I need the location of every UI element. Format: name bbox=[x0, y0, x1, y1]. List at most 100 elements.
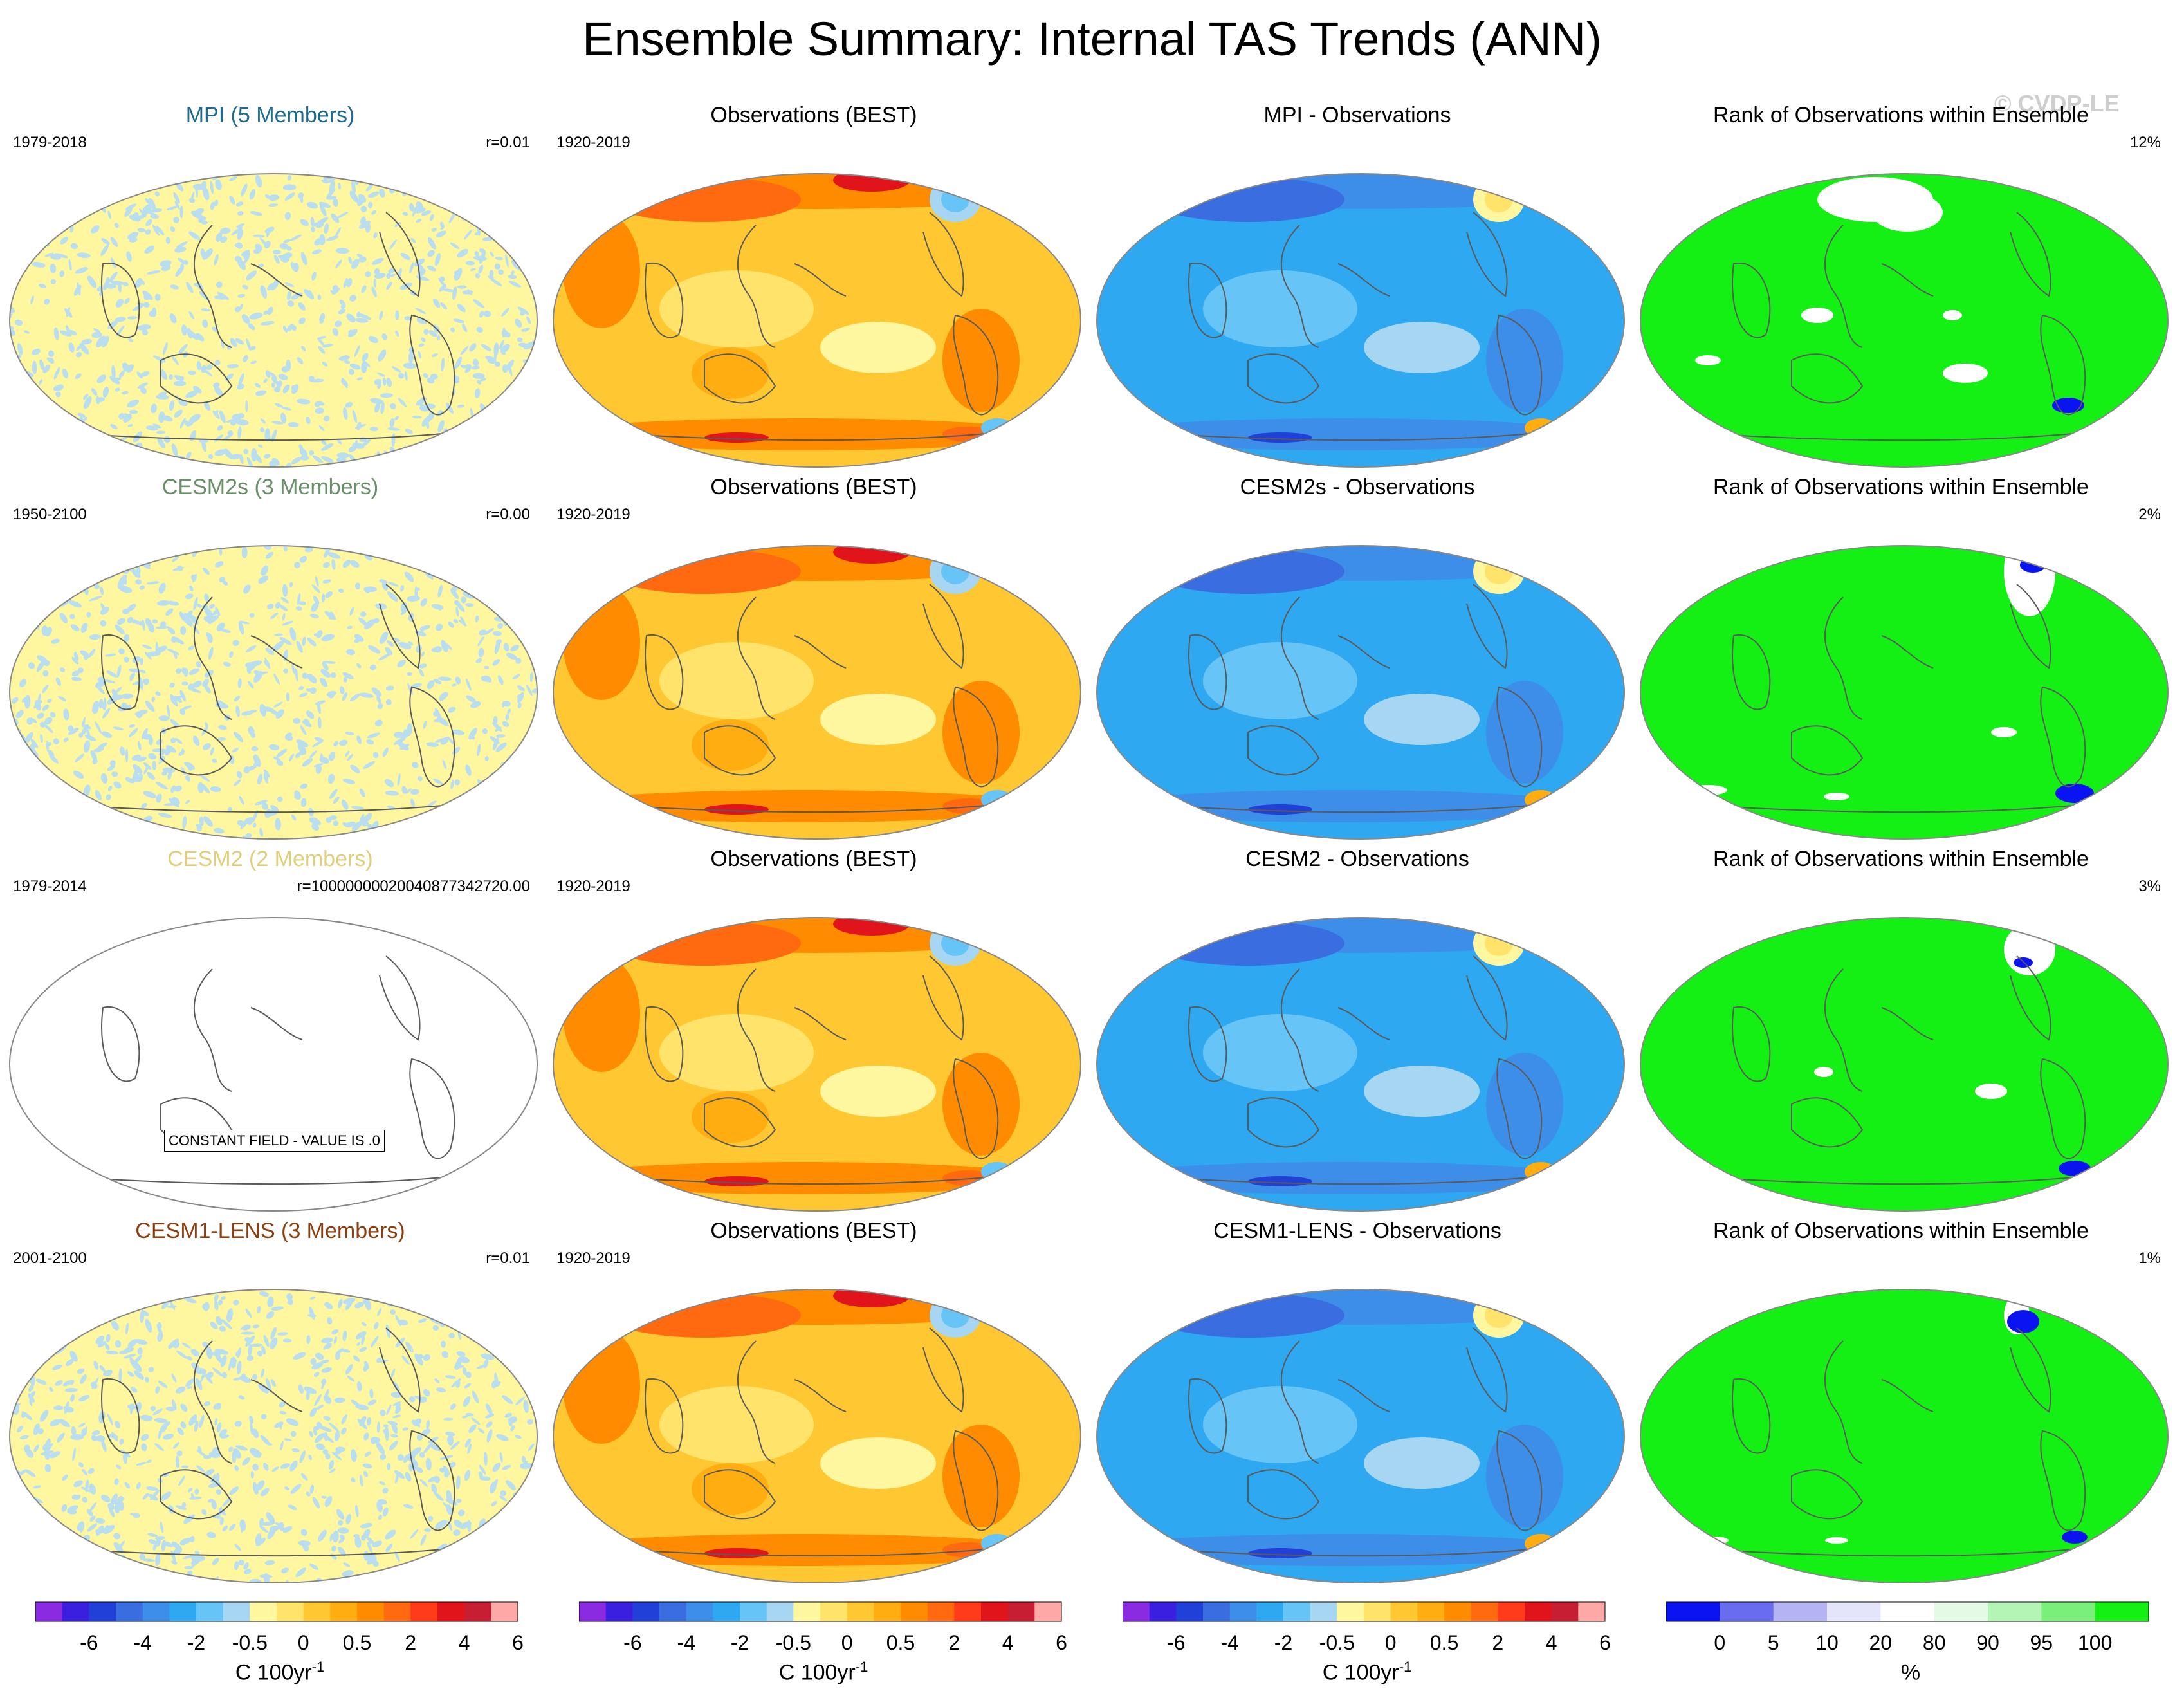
model-panel-title: MPI (5 Members) bbox=[185, 103, 355, 127]
diff-trend-epacific bbox=[1364, 1066, 1480, 1117]
trend-speckle bbox=[111, 836, 116, 839]
trend-speckle bbox=[421, 337, 426, 342]
trend-speckle bbox=[64, 1401, 69, 1414]
trend-speckle bbox=[306, 688, 315, 692]
trend-speckle bbox=[111, 694, 125, 701]
trend-speckle bbox=[293, 717, 300, 724]
trend-speckle bbox=[253, 248, 261, 254]
trend-speckle bbox=[44, 298, 50, 305]
trend-speckle bbox=[70, 1394, 75, 1402]
trend-speckle bbox=[497, 675, 504, 685]
trend-speckle bbox=[395, 1403, 401, 1409]
trend-speckle bbox=[525, 442, 537, 452]
coastline bbox=[101, 634, 140, 710]
trend-speckle bbox=[373, 232, 378, 239]
trend-speckle bbox=[291, 1448, 300, 1452]
trend-speckle bbox=[22, 1520, 29, 1527]
trend-speckle bbox=[137, 382, 148, 389]
trend-speckle bbox=[333, 1336, 338, 1344]
trend-speckle bbox=[146, 1486, 158, 1491]
trend-speckle bbox=[10, 1533, 15, 1539]
colorbar-swatch bbox=[901, 1602, 928, 1621]
colorbar-units-exponent: -1 bbox=[855, 1659, 868, 1675]
trend-speckle bbox=[237, 426, 242, 439]
trend-speckle bbox=[152, 181, 164, 187]
trend-speckle bbox=[39, 776, 48, 786]
coastline bbox=[1824, 225, 1863, 348]
trend-speckle bbox=[62, 459, 70, 465]
trend-speckle bbox=[237, 678, 242, 688]
trend-speckle bbox=[259, 1525, 268, 1533]
trend-speckle bbox=[369, 664, 376, 670]
trend-speckle bbox=[533, 833, 537, 838]
trend-speckle bbox=[213, 1403, 222, 1410]
trend-speckle bbox=[513, 206, 521, 216]
obs-trend-hotspot bbox=[833, 1289, 910, 1307]
obs-trend-southern bbox=[556, 418, 1045, 450]
trend-speckle bbox=[493, 223, 498, 231]
trend-speckle bbox=[80, 810, 93, 815]
trend-speckle bbox=[363, 1529, 371, 1538]
trend-speckle bbox=[278, 374, 288, 380]
trend-speckle bbox=[155, 1386, 160, 1394]
trend-speckle bbox=[528, 403, 537, 409]
trend-speckle bbox=[10, 789, 17, 797]
trend-speckle bbox=[282, 584, 288, 597]
trend-speckle bbox=[280, 1463, 291, 1469]
trend-speckle bbox=[389, 1441, 398, 1451]
trend-speckle bbox=[264, 769, 270, 778]
trend-speckle bbox=[315, 407, 325, 414]
trend-speckle bbox=[72, 1447, 76, 1461]
trend-speckle bbox=[505, 1571, 508, 1582]
trend-speckle bbox=[71, 432, 77, 440]
trend-speckle bbox=[457, 1309, 467, 1315]
trend-speckle bbox=[121, 555, 127, 564]
trend-speckle bbox=[10, 563, 15, 571]
trend-speckle bbox=[414, 258, 425, 267]
trend-speckle bbox=[338, 174, 347, 178]
trend-speckle bbox=[110, 423, 118, 430]
trend-speckle bbox=[514, 594, 524, 604]
trend-speckle bbox=[291, 1430, 297, 1437]
coastline bbox=[922, 584, 964, 669]
trend-speckle bbox=[326, 691, 337, 697]
trend-speckle bbox=[101, 551, 111, 557]
trend-speckle bbox=[295, 752, 301, 759]
coastline bbox=[160, 353, 233, 404]
colorbar-swatch bbox=[927, 1602, 955, 1621]
trend-speckle bbox=[435, 1520, 448, 1529]
trend-speckle bbox=[78, 562, 93, 568]
trend-speckle bbox=[260, 1488, 270, 1497]
trend-speckle bbox=[306, 710, 315, 719]
obs-trend-antarctic-warm bbox=[704, 432, 769, 443]
trend-speckle bbox=[478, 264, 484, 274]
trend-speckle bbox=[142, 644, 152, 649]
trend-speckle bbox=[63, 708, 69, 721]
trend-speckle bbox=[113, 1533, 121, 1540]
trend-speckle bbox=[338, 355, 350, 361]
colorbar-swatch bbox=[250, 1602, 277, 1621]
trend-speckle bbox=[142, 619, 145, 631]
trend-speckle bbox=[322, 579, 331, 584]
trend-speckle bbox=[427, 265, 436, 272]
trend-speckle bbox=[372, 1560, 380, 1567]
trend-speckle bbox=[524, 237, 533, 243]
trend-speckle bbox=[274, 1421, 284, 1428]
trend-speckle bbox=[28, 662, 35, 669]
coastline bbox=[704, 725, 776, 776]
trend-speckle bbox=[43, 723, 53, 733]
trend-speckle bbox=[313, 596, 320, 605]
period-label: 1979-2018 bbox=[13, 134, 87, 151]
colorbar-swatch bbox=[579, 1602, 607, 1621]
trend-speckle bbox=[273, 255, 280, 264]
trend-speckle bbox=[504, 1412, 512, 1418]
trend-speckle bbox=[428, 820, 434, 827]
trend-speckle bbox=[66, 795, 71, 802]
trend-speckle bbox=[404, 371, 408, 381]
trend-speckle bbox=[249, 613, 255, 618]
trend-speckle bbox=[310, 1358, 317, 1365]
trend-speckle bbox=[317, 701, 322, 714]
trend-speckle bbox=[400, 585, 405, 592]
trend-speckle bbox=[456, 828, 466, 836]
coastline bbox=[922, 1327, 964, 1413]
